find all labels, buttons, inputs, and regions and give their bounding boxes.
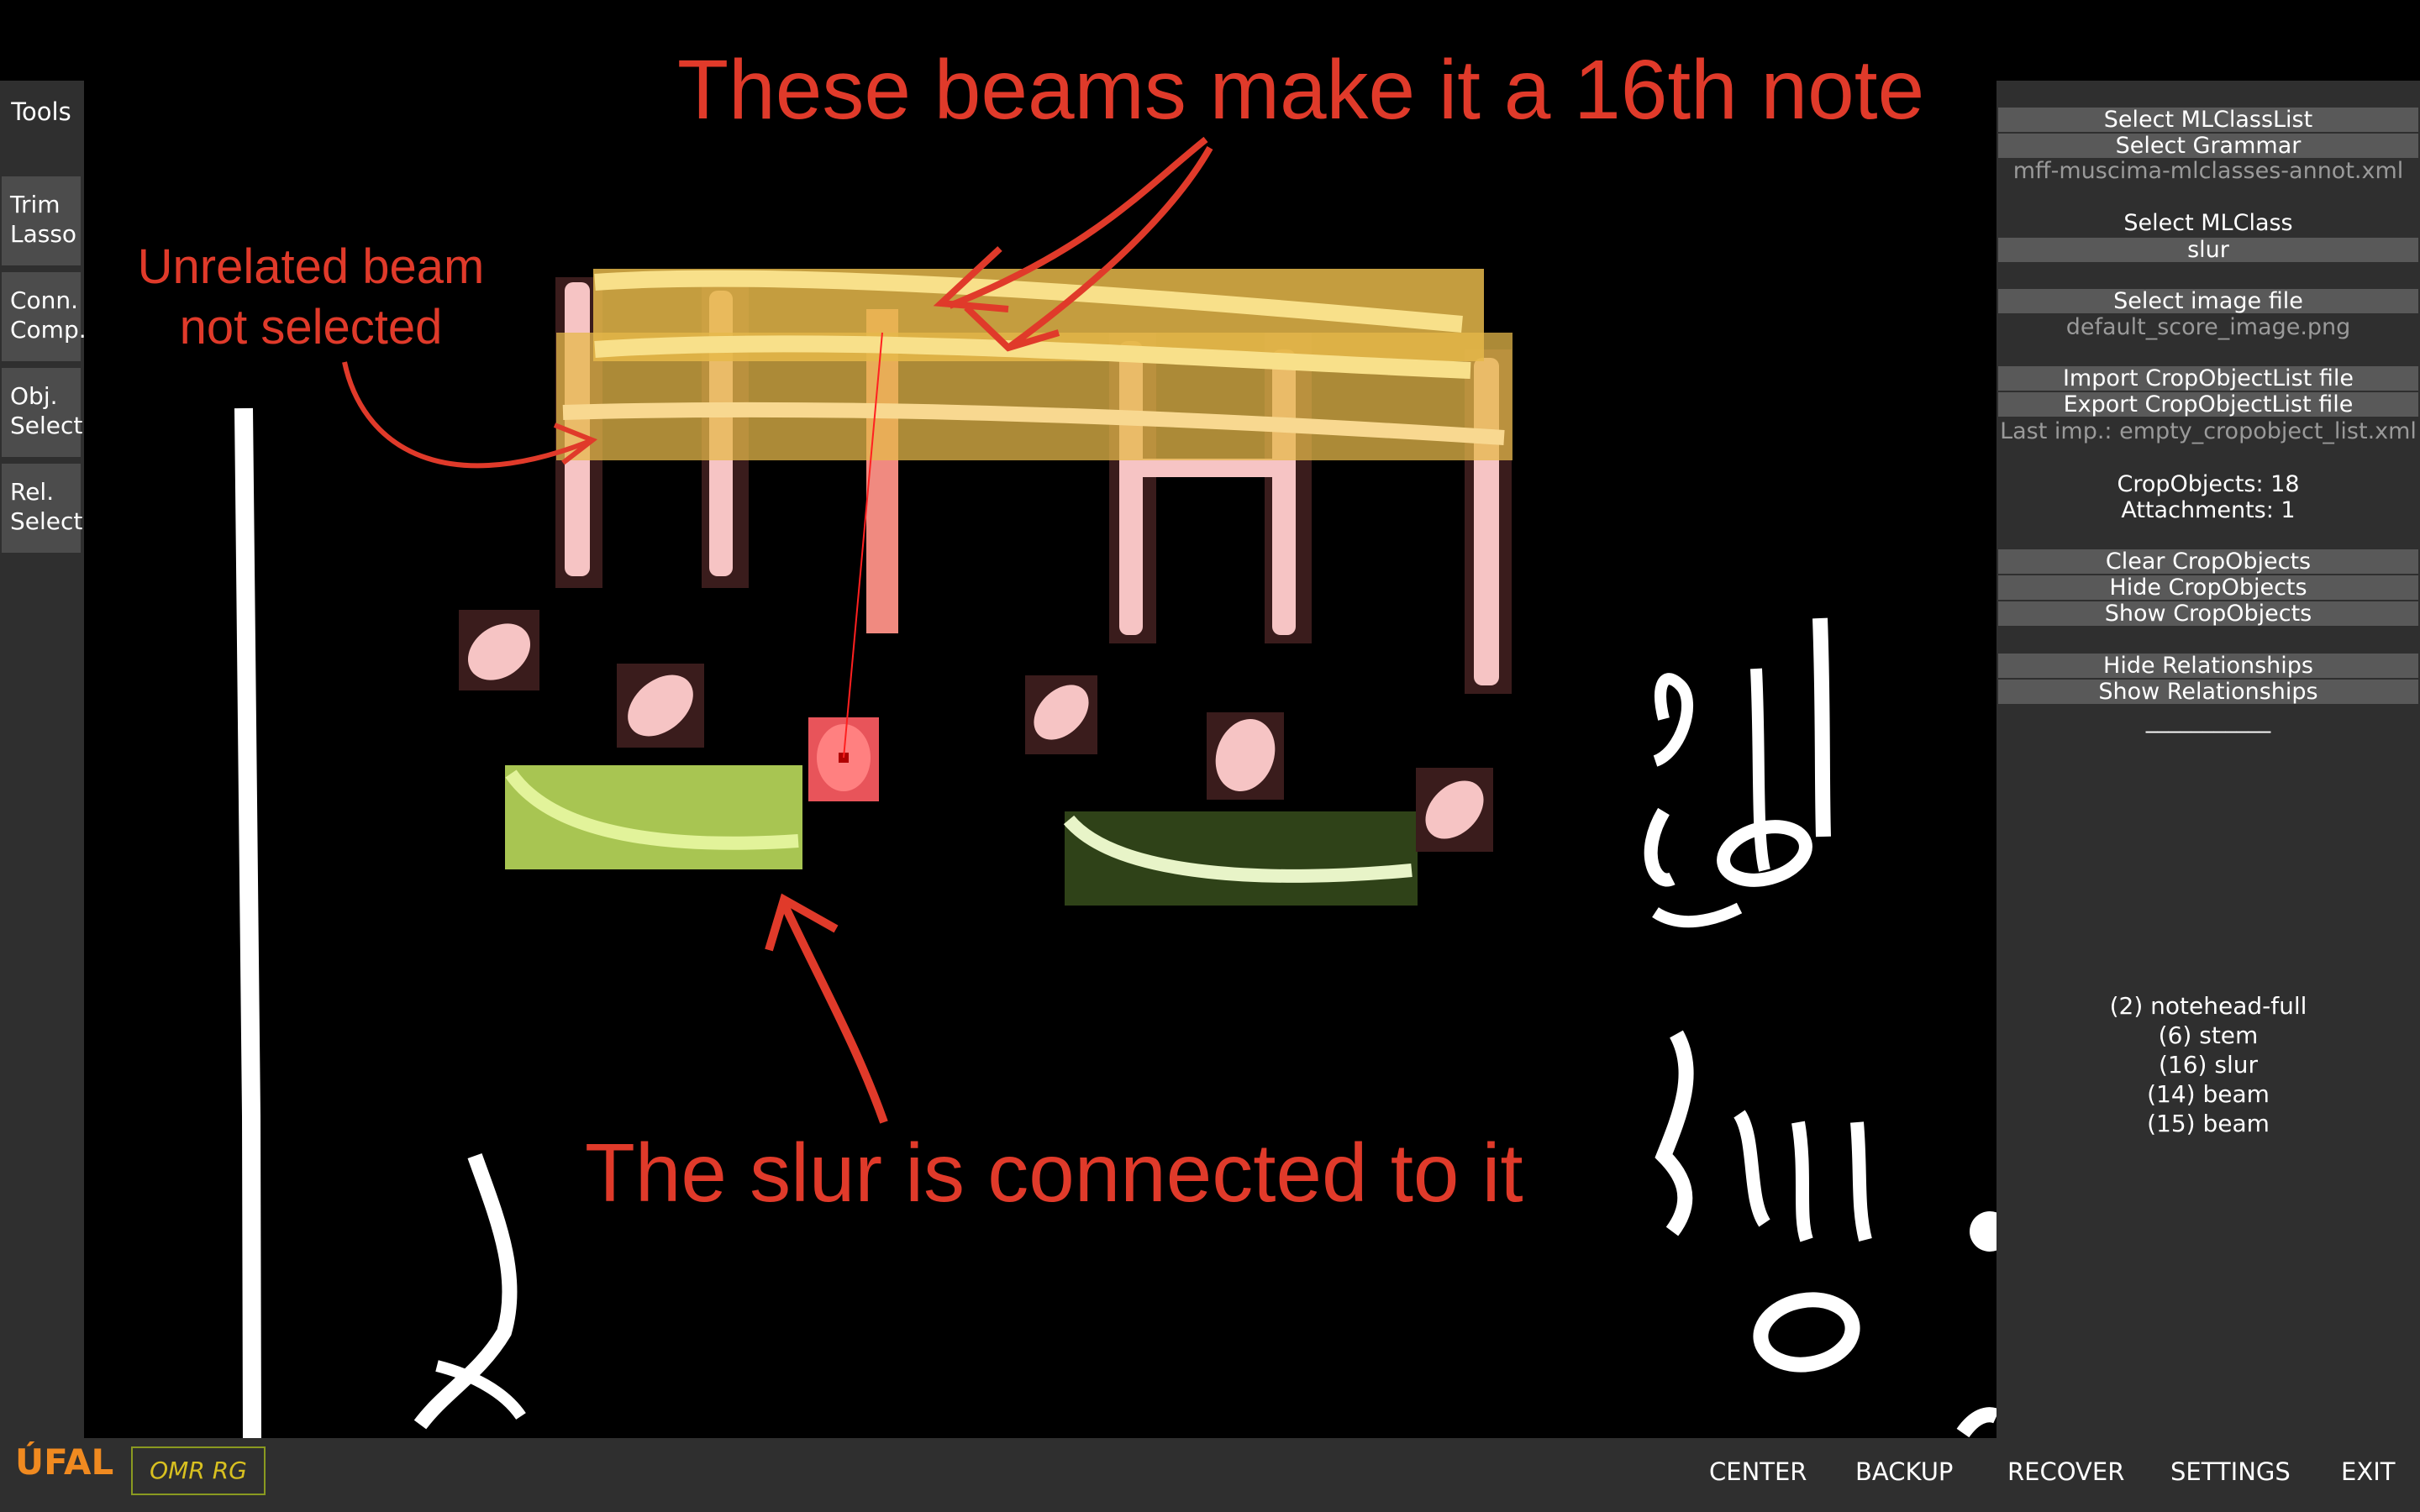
notehead [628, 675, 693, 737]
show-relationships-button[interactable]: Show Relationships [1998, 680, 2418, 704]
last-import-label: Last imp.: empty_cropobject_list.xml [2000, 418, 2417, 444]
attachments-count: Attachments: 1 [2121, 497, 2296, 523]
score-stroke [1653, 673, 1693, 767]
annotation-arrow [765, 893, 839, 952]
export-cropobjectlist-button[interactable]: Export CropObjectList file [1998, 392, 2418, 417]
score-stroke [1956, 1407, 1996, 1438]
hide-cropobjects-button[interactable]: Hide CropObjects [1998, 575, 2418, 600]
tool-label-line2: Comp. [10, 316, 87, 344]
beam-connector [1139, 459, 1281, 477]
obj-select-tool-button[interactable]: Obj. Select [2, 368, 83, 457]
relationship-list: (2) notehead-full (6) stem (16) slur (14… [1996, 991, 2420, 1138]
score-stroke [1791, 1121, 1813, 1242]
slur-box-selected [505, 765, 802, 869]
import-cropobjectlist-button[interactable]: Import CropObjectList file [1998, 366, 2418, 391]
score-stroke [1812, 617, 1831, 837]
notehead [1425, 780, 1484, 839]
cropobjects-count: CropObjects: 18 [2117, 471, 2300, 497]
slur-stroke-selected [505, 769, 799, 850]
annotation-beams: These beams make it a 16th note [677, 43, 1925, 137]
tool-label-line1: Trim [10, 191, 60, 218]
tools-header: Tools [11, 97, 71, 126]
bottom-bar [0, 1438, 2420, 1512]
beam-stroke [562, 402, 1505, 445]
relationship-item: (16) slur [2158, 1051, 2258, 1079]
relationship-line [843, 332, 883, 759]
mlclass-dropdown[interactable]: slur [1998, 238, 2418, 262]
clear-cropobjects-button[interactable]: Clear CropObjects [1998, 549, 2418, 574]
relationship-item: (2) notehead-full [2109, 992, 2307, 1020]
tool-label-line2: Lasso [10, 220, 77, 248]
score-stroke [1655, 1030, 1694, 1236]
image-file-label: default_score_image.png [2065, 314, 2351, 340]
recover-button[interactable]: RECOVER [2007, 1457, 2125, 1486]
score-stroke [1717, 820, 1812, 887]
backup-button[interactable]: BACKUP [1855, 1457, 1954, 1486]
rel-select-tool-button[interactable]: Rel. Select [2, 464, 83, 553]
select-mlclasslist-button[interactable]: Select MLClassList [1998, 108, 2418, 132]
tool-label-line1: Obj. [10, 382, 58, 410]
select-mlclass-label: Select MLClass [2123, 210, 2293, 236]
annotation-arrow [342, 361, 590, 469]
score-stroke [1733, 1110, 1771, 1227]
tool-label-line2: Select [10, 507, 83, 535]
center-button[interactable]: CENTER [1709, 1457, 1807, 1486]
hide-relationships-button[interactable]: Hide Relationships [1998, 654, 2418, 678]
control-panel [1996, 81, 2420, 1438]
slur-stroke-unselected [1063, 815, 1413, 883]
select-grammar-button[interactable]: Select Grammar [1998, 134, 2418, 158]
score-stroke [1750, 668, 1770, 872]
annotation-arrow [553, 423, 597, 465]
ufal-logo: ÚFAL [15, 1441, 114, 1483]
trim-lasso-tool-button[interactable]: Trim Lasso [2, 176, 81, 265]
annotation-line: Unrelated beam [137, 239, 485, 294]
score-stroke [1644, 807, 1676, 887]
annotation-slur: The slur is connected to it [585, 1126, 1523, 1219]
barline [234, 407, 261, 1438]
annotation-unrelated: Unrelated beam not selected [118, 237, 504, 358]
tool-label-line1: Conn. [10, 286, 79, 314]
annotation-arrow [948, 136, 1208, 309]
score-stroke [1850, 1121, 1872, 1242]
relationship-item: (15) beam [2147, 1110, 2270, 1137]
annotation-arrow [780, 901, 888, 1124]
annotation-arrow [964, 305, 1060, 352]
grammar-file-label: mff-muscima-mlclasses-annot.xml [2012, 158, 2404, 184]
settings-button[interactable]: SETTINGS [2170, 1457, 2291, 1486]
relationship-item: (6) stem [2158, 1021, 2259, 1049]
notehead [467, 623, 531, 680]
conn-comp-tool-button[interactable]: Conn. Comp. [2, 272, 87, 361]
top-bar [0, 0, 2420, 81]
exit-button[interactable]: EXIT [2341, 1457, 2396, 1486]
omr-rg-logo: OMR RG [131, 1446, 266, 1495]
panel-separator: ___________ [2145, 707, 2271, 733]
notehead [1034, 685, 1089, 740]
select-image-file-button[interactable]: Select image file [1998, 289, 2418, 313]
annotation-arrow [933, 246, 1009, 312]
notehead [1215, 719, 1276, 791]
score-drawing[interactable] [84, 81, 1996, 1438]
annotation-line: not selected [179, 300, 443, 354]
score-stroke [413, 1152, 518, 1430]
show-cropobjects-button[interactable]: Show CropObjects [1998, 601, 2418, 626]
annotation-arrow [1006, 146, 1213, 351]
score-stroke [1652, 902, 1743, 928]
score-stroke [435, 1360, 526, 1420]
tool-label-line2: Select [10, 412, 83, 439]
relationship-item: (14) beam [2147, 1080, 2270, 1108]
score-canvas[interactable] [84, 81, 1996, 1438]
score-stroke [1753, 1292, 1860, 1373]
score-stroke [1970, 1211, 1996, 1252]
tool-label-line1: Rel. [10, 478, 55, 506]
